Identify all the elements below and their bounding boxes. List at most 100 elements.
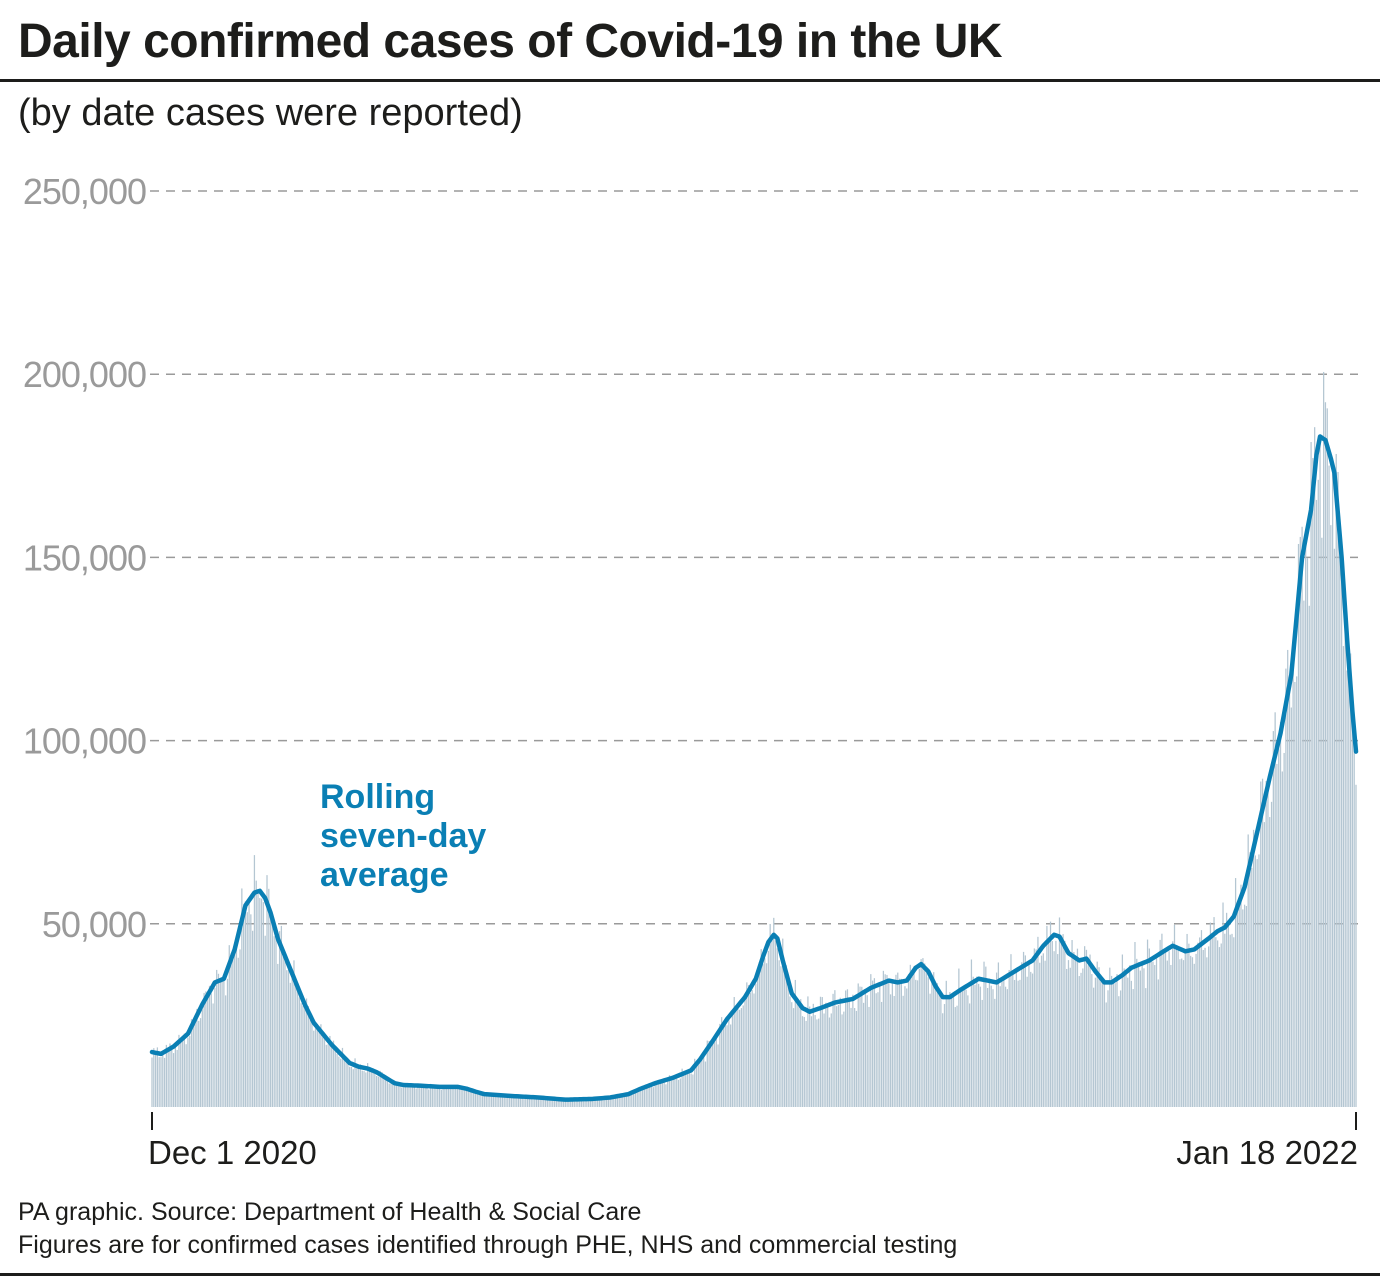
case-bar [904,986,906,1107]
case-bar [1051,941,1053,1107]
case-bar [1044,960,1046,1107]
case-bar [498,1095,500,1107]
case-bar [979,986,982,1107]
case-bar [1166,960,1168,1107]
case-bar [327,1044,329,1107]
case-bar [848,997,850,1107]
case-bar [499,1095,502,1107]
case-bar [595,1098,597,1107]
case-bar [402,1087,405,1107]
case-bar [965,989,967,1107]
case-bar [1078,976,1080,1107]
case-bar [1351,704,1354,1107]
case-bar [291,971,293,1107]
case-bar [1252,829,1255,1107]
case-bar [358,1067,360,1107]
case-bar [1163,952,1165,1107]
case-bar [401,1087,403,1107]
case-bar [1220,943,1222,1107]
case-bar [431,1085,433,1107]
case-bar [580,1098,583,1107]
case-bar [1157,979,1159,1107]
case-bar [541,1099,543,1107]
case-bar [690,1073,692,1107]
case-bar [1204,947,1206,1107]
case-bar [1139,970,1141,1107]
case-bar [994,998,996,1107]
case-bar [1199,937,1201,1107]
case-bar [1159,939,1161,1107]
case-bar [465,1089,468,1107]
case-bar [1243,904,1246,1107]
case-bar [794,979,796,1107]
case-bar [584,1098,586,1107]
case-bar [172,1053,175,1107]
case-bar [1227,920,1230,1107]
case-bar [629,1094,631,1107]
case-bar [1024,955,1026,1107]
case-bar [376,1076,378,1107]
y-tick-label: 200,000 [23,354,146,395]
case-bar [895,974,897,1107]
case-bar [721,1017,723,1107]
case-bar [922,958,924,1107]
case-bar [909,964,911,1107]
case-bar [1084,946,1086,1107]
case-bar [668,1075,671,1107]
case-bar [1130,980,1132,1107]
case-bar [228,945,230,1107]
case-bar [426,1086,428,1107]
case-bar [388,1083,390,1107]
case-bar [548,1098,550,1107]
case-bar [604,1098,606,1107]
case-bar [751,990,753,1107]
case-bar [1048,939,1050,1107]
case-bar [415,1088,417,1107]
case-bar [1053,951,1055,1107]
case-bar [521,1096,523,1107]
case-bar [1013,979,1016,1107]
case-bar [523,1096,525,1107]
case-bar [476,1093,478,1107]
case-bar [733,997,735,1107]
case-bar [640,1090,642,1107]
case-bar [719,1023,721,1107]
case-bar [1238,900,1240,1107]
case-bar [809,1006,811,1107]
case-bar [196,1008,198,1107]
case-bar [674,1077,676,1107]
case-bar [812,1003,814,1107]
case-bar [1116,974,1118,1107]
case-bar [913,966,915,1107]
case-bar [216,969,218,1107]
case-bar [836,1006,838,1107]
case-bar [525,1097,527,1107]
case-bar [837,1004,840,1107]
case-bar [1049,921,1052,1107]
case-bar [379,1070,381,1107]
case-bar [1146,939,1149,1107]
daily-case-bars [151,371,1357,1108]
case-bar [248,897,250,1107]
case-bar [349,1066,351,1107]
case-bar [1195,953,1197,1107]
case-bar [956,1005,958,1107]
case-bar [1075,957,1077,1107]
case-bar [354,1058,356,1107]
case-bar [877,992,879,1107]
case-bar [1073,952,1075,1107]
case-bar [726,1025,728,1107]
case-bar [730,1024,732,1107]
case-bar [464,1089,466,1107]
case-bar [656,1080,658,1107]
case-bar [1236,908,1239,1107]
case-bar [1119,990,1122,1107]
case-bar [1249,852,1251,1107]
case-bar [967,995,969,1107]
case-bar [419,1084,421,1107]
case-bar [180,1039,182,1107]
case-bar [854,1008,856,1107]
case-bar [1283,752,1285,1107]
case-bar [731,1010,734,1107]
